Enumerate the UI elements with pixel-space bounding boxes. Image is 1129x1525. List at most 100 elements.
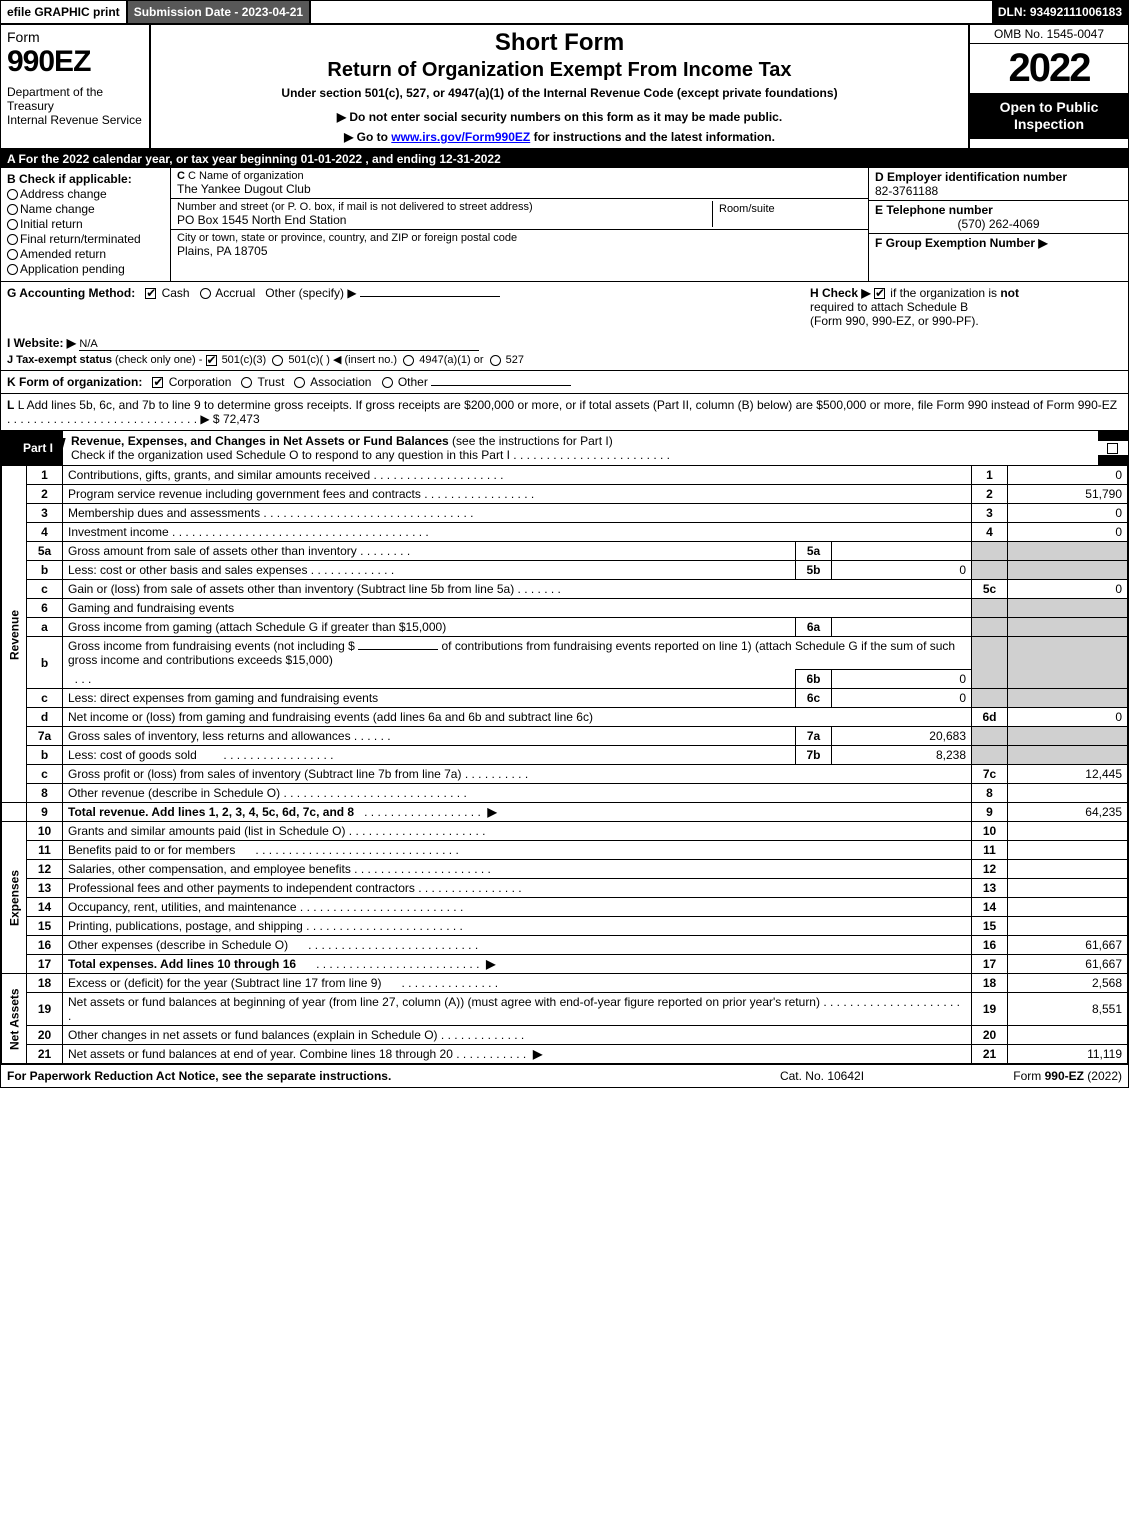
j-4947-radio[interactable] xyxy=(403,355,414,366)
h-not: not xyxy=(1000,286,1019,300)
k-form-of-org-row: K Form of organization: Corporation Trus… xyxy=(1,371,1128,394)
k-other-radio[interactable] xyxy=(382,377,393,388)
part-i-check-text: Check if the organization used Schedule … xyxy=(71,448,510,462)
ein-value: 82-3761188 xyxy=(875,184,1122,198)
line-15: 15 Printing, publications, postage, and … xyxy=(2,917,1128,936)
arrow-icon: ▶ xyxy=(533,1047,542,1061)
j-label: J Tax-exempt status xyxy=(7,354,112,366)
line-6a: a Gross income from gaming (attach Sched… xyxy=(2,618,1128,637)
h-checkbox[interactable] xyxy=(874,288,885,299)
j-527-radio[interactable] xyxy=(490,355,501,366)
part-i-header: Part I Revenue, Expenses, and Changes in… xyxy=(1,431,1128,465)
note2-post: for instructions and the latest informat… xyxy=(530,130,775,144)
arrow-icon: ▶ xyxy=(486,957,495,971)
e-phone-row: E Telephone number (570) 262-4069 xyxy=(869,201,1128,234)
org-name: The Yankee Dugout Club xyxy=(177,182,862,196)
c-name-label: C C Name of organization xyxy=(177,170,862,182)
line-19: 19 Net assets or fund balances at beginn… xyxy=(2,993,1128,1026)
l-value: 72,473 xyxy=(220,412,260,426)
section-b-checkboxes: B Check if applicable: Address change Na… xyxy=(1,168,171,281)
line-2: 2 Program service revenue including gove… xyxy=(2,485,1128,504)
l-gross-receipts-row: L L Add lines 5b, 6c, and 7b to line 9 t… xyxy=(1,394,1128,431)
g-accounting-method: G Accounting Method: Cash Accrual Other … xyxy=(7,286,802,328)
line-20: 20 Other changes in net assets or fund b… xyxy=(2,1026,1128,1045)
line-18: Net Assets 18 Excess or (deficit) for th… xyxy=(2,974,1128,993)
g-accrual-radio[interactable] xyxy=(200,288,211,299)
line-21: 21 Net assets or fund balances at end of… xyxy=(2,1045,1128,1064)
department-label: Department of the Treasury Internal Reve… xyxy=(7,85,143,127)
line-3: 3 Membership dues and assessments . . . … xyxy=(2,504,1128,523)
header-info-grid: B Check if applicable: Address change Na… xyxy=(1,168,1128,282)
form-990ez-page: efile GRAPHIC print Submission Date - 20… xyxy=(0,0,1129,1088)
b-addr-change[interactable]: Address change xyxy=(7,187,164,201)
line-7b: b Less: cost of goods sold . . . . . . .… xyxy=(2,746,1128,765)
b-app-pending[interactable]: Application pending xyxy=(7,262,164,276)
arrow-icon: ▶ xyxy=(487,805,496,819)
j-tax-exempt-row: J Tax-exempt status (check only one) - 5… xyxy=(7,353,1122,366)
g-other-input[interactable] xyxy=(360,296,500,297)
c-city-row: City or town, state or province, country… xyxy=(171,230,868,260)
g-h-i-j-block: G Accounting Method: Cash Accrual Other … xyxy=(1,282,1128,371)
top-bar: efile GRAPHIC print Submission Date - 20… xyxy=(1,1,1128,25)
line-11: 11 Benefits paid to or for members . . .… xyxy=(2,841,1128,860)
i-label: I Website: ▶ xyxy=(7,336,76,350)
6b-contrib-input[interactable] xyxy=(358,649,438,650)
topbar-spacer xyxy=(311,1,992,23)
part-i-tab: Part I xyxy=(10,438,65,458)
title-block: Form 990EZ Department of the Treasury In… xyxy=(1,25,1128,150)
footer-right: Form 990-EZ (2022) xyxy=(922,1069,1122,1083)
c-street-label: Number and street (or P. O. box, if mail… xyxy=(177,201,712,213)
g-h-row: G Accounting Method: Cash Accrual Other … xyxy=(7,286,1122,328)
efile-label: efile GRAPHIC print xyxy=(1,1,128,23)
e-phone-label: E Telephone number xyxy=(875,203,1122,217)
irs-link[interactable]: www.irs.gov/Form990EZ xyxy=(391,130,530,144)
line-16: 16 Other expenses (describe in Schedule … xyxy=(2,936,1128,955)
form-number: 990EZ xyxy=(7,45,143,79)
line-10: Expenses 10 Grants and similar amounts p… xyxy=(2,822,1128,841)
j-501c3-checkbox[interactable] xyxy=(206,355,217,366)
f-group-row: F Group Exemption Number ▶ xyxy=(869,234,1128,252)
f-group-label: F Group Exemption Number ▶ xyxy=(875,236,1122,250)
part-i-checkbox[interactable] xyxy=(1107,443,1118,454)
title-center: Short Form Return of Organization Exempt… xyxy=(151,25,968,148)
part-i-check-cell xyxy=(1098,441,1128,455)
k-trust-radio[interactable] xyxy=(241,377,252,388)
k-label: K Form of organization: xyxy=(7,375,142,389)
g-cash-checkbox[interactable] xyxy=(145,288,156,299)
netassets-side-label: Net Assets xyxy=(2,974,27,1064)
j-501c-radio[interactable] xyxy=(272,355,283,366)
phone-value: (570) 262-4069 xyxy=(875,217,1122,231)
footer-left: For Paperwork Reduction Act Notice, see … xyxy=(7,1069,722,1083)
tax-year: 2022 xyxy=(970,44,1128,93)
b-name-change[interactable]: Name change xyxy=(7,202,164,216)
c-name-row: C C Name of organization The Yankee Dugo… xyxy=(171,168,868,199)
org-street: PO Box 1545 North End Station xyxy=(177,213,712,227)
line-7c: c Gross profit or (loss) from sales of i… xyxy=(2,765,1128,784)
h-text3: required to attach Schedule B xyxy=(810,300,968,314)
b-final-return[interactable]: Final return/terminated xyxy=(7,232,164,246)
note2-pre: ▶ Go to xyxy=(344,130,391,144)
part-i-title-sub: (see the instructions for Part I) xyxy=(449,434,613,448)
form-word: Form xyxy=(7,29,143,45)
line-6b: b Gross income from fundraising events (… xyxy=(2,637,1128,670)
org-city: Plains, PA 18705 xyxy=(177,244,862,258)
c-city-label: City or town, state or province, country… xyxy=(177,232,862,244)
line-7a: 7a Gross sales of inventory, less return… xyxy=(2,727,1128,746)
k-other-input[interactable] xyxy=(431,385,571,386)
c-room-cell: Room/suite xyxy=(712,201,862,227)
k-corp-checkbox[interactable] xyxy=(152,377,163,388)
line-9: 9 Total revenue. Add lines 1, 2, 3, 4, 5… xyxy=(2,803,1128,822)
line-17: 17 Total expenses. Add lines 10 through … xyxy=(2,955,1128,974)
line-12: 12 Salaries, other compensation, and emp… xyxy=(2,860,1128,879)
page-footer: For Paperwork Reduction Act Notice, see … xyxy=(1,1064,1128,1087)
title-right: OMB No. 1545-0047 2022 Open to Public In… xyxy=(968,25,1128,148)
subtitle: Under section 501(c), 527, or 4947(a)(1)… xyxy=(159,86,960,100)
k-assoc-radio[interactable] xyxy=(294,377,305,388)
part-i-table: Revenue 1 Contributions, gifts, grants, … xyxy=(1,465,1128,1064)
b-amended[interactable]: Amended return xyxy=(7,247,164,261)
dln-label: DLN: 93492111006183 xyxy=(992,1,1128,23)
b-label: B Check if applicable: xyxy=(7,172,164,186)
b-initial-return[interactable]: Initial return xyxy=(7,217,164,231)
h-text2: if the organization is xyxy=(890,286,1000,300)
d-ein-row: D Employer identification number 82-3761… xyxy=(869,168,1128,201)
